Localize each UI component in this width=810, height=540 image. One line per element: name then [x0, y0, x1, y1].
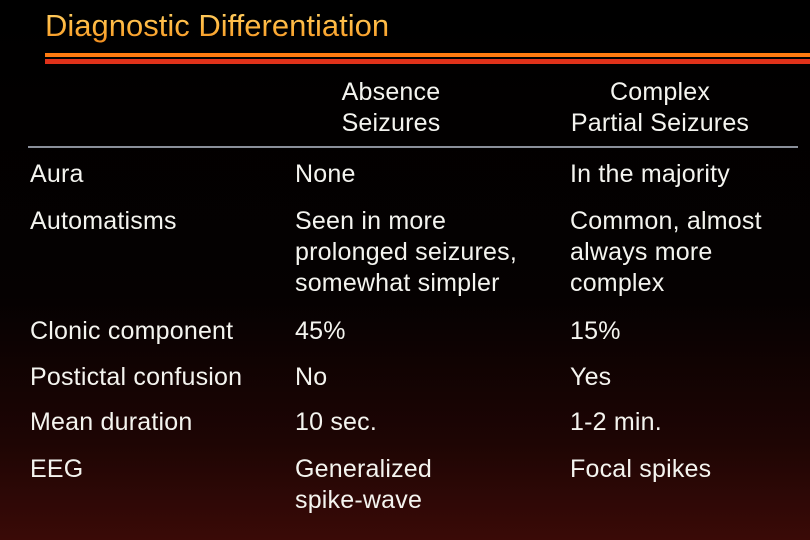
column-header: Partial Seizures — [570, 109, 750, 137]
slide-title: Diagnostic Differentiation — [45, 8, 390, 43]
table-cell: Generalized — [295, 455, 433, 483]
table-cell: Common, almost — [570, 207, 762, 235]
title-rule — [45, 53, 810, 57]
row-label: EEG — [30, 455, 84, 483]
column-header: Seizures — [341, 109, 441, 137]
column-header: Complex — [609, 78, 711, 106]
title-rule — [45, 59, 810, 64]
table-cell: prolonged seizures, — [295, 238, 517, 266]
table-cell: In the majority — [570, 160, 731, 188]
table-cell: Yes — [570, 363, 612, 391]
table-cell: 10 sec. — [295, 408, 378, 436]
table-cell: None — [295, 160, 356, 188]
column-header: Absence — [341, 78, 441, 106]
row-label: Clonic component — [30, 317, 234, 345]
table-cell: Seen in more — [295, 207, 447, 235]
table-cell: spike-wave — [295, 486, 423, 514]
row-label: Postictal confusion — [30, 363, 243, 391]
table-cell: 45% — [295, 317, 346, 345]
table-cell: complex — [570, 269, 665, 297]
row-label: Mean duration — [30, 408, 193, 436]
table-cell: somewhat simpler — [295, 269, 500, 297]
row-label: Automatisms — [30, 207, 177, 235]
table-cell: Focal spikes — [570, 455, 712, 483]
header-separator — [28, 146, 798, 148]
table-cell: No — [295, 363, 328, 391]
table-cell: always more — [570, 238, 713, 266]
table-cell: 1-2 min. — [570, 408, 662, 436]
row-label: Aura — [30, 160, 84, 188]
table-cell: 15% — [570, 317, 621, 345]
